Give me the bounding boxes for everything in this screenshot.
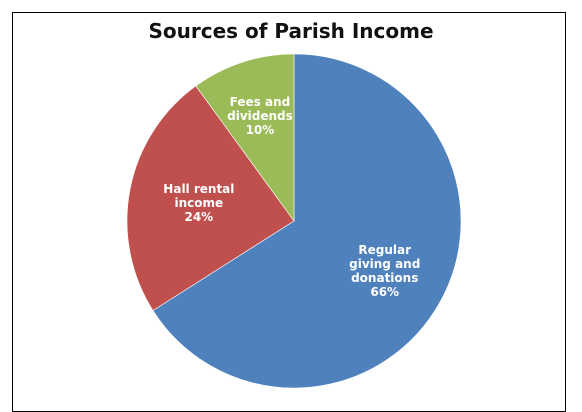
- slice-name-line: Fees and: [230, 95, 291, 109]
- slice-label-fees-dividends: Fees and dividends 10%: [227, 95, 293, 137]
- slice-label-hall-rental: Hall rental income 24%: [163, 182, 234, 224]
- pie-slice-hall-rental: [126, 85, 295, 311]
- slice-name-line: Hall rental: [163, 182, 234, 196]
- slice-name-line: dividends: [227, 109, 293, 123]
- slice-value-label: 66%: [370, 285, 399, 299]
- pie-labels: Regular giving and donations 66% Hall rental…: [163, 95, 420, 299]
- pie-slice-regular-giving: [152, 53, 462, 389]
- chart-title: Sources of Parish Income: [148, 19, 434, 43]
- slice-value-label: 10%: [246, 123, 275, 137]
- pie-slice-fees-dividends: [195, 53, 295, 222]
- slice-name-line: income: [175, 196, 224, 210]
- slice-label-regular-giving: Regular giving and donations 66%: [349, 243, 420, 299]
- slice-name-line: Regular: [358, 243, 411, 257]
- slice-name-line: giving and: [349, 257, 420, 271]
- pie-slices: [126, 53, 462, 389]
- slice-value-label: 24%: [184, 210, 213, 224]
- slice-name-line: donations: [351, 271, 418, 285]
